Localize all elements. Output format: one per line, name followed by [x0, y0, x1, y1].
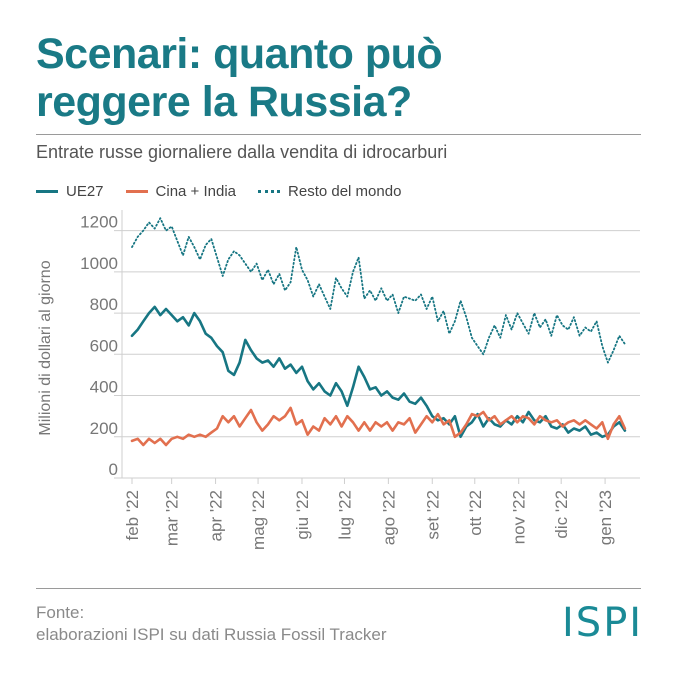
ispi-logo: ISPI	[562, 600, 644, 646]
x-tick-label: giu '22	[293, 490, 312, 540]
chart-legend: UE27 Cina + India Resto del mondo	[36, 180, 423, 202]
x-tick-label: nov '22	[510, 490, 529, 544]
x-tick-label: mar '22	[163, 490, 182, 546]
divider-bottom	[36, 588, 641, 589]
x-tick-label: ago '22	[379, 490, 398, 545]
y-tick-label: 400	[90, 378, 118, 397]
legend-item-ue27: UE27	[36, 183, 104, 200]
y-tick-label: 800	[90, 295, 118, 314]
legend-label-ue27: UE27	[66, 182, 104, 200]
source-text: elaborazioni ISPI su dati Russia Fossil …	[36, 625, 387, 644]
x-tick-label: apr '22	[207, 490, 226, 541]
legend-swatch-ue27	[36, 189, 58, 193]
legend-label-resto: Resto del mondo	[288, 182, 402, 200]
y-tick-label: 600	[90, 336, 118, 355]
x-tick-label: feb '22	[123, 490, 142, 541]
legend-item-cina-india: Cina + India	[125, 182, 237, 200]
x-tick-label: lug '22	[335, 490, 354, 540]
legend-label-cina-india: Cina + India	[155, 182, 237, 200]
title-line-2: reggere la Russia?	[36, 78, 412, 126]
y-tick-label: 200	[90, 419, 118, 438]
series-line-cina-india	[130, 406, 627, 447]
series-line-ue27	[130, 305, 627, 439]
x-tick-label: set '22	[423, 490, 442, 540]
source-note: Fonte: elaborazioni ISPI su dati Russia …	[36, 602, 387, 646]
x-tick-label: ott '22	[466, 490, 485, 536]
legend-swatch-resto	[258, 189, 281, 193]
chart-canvas: 0 200 400 600 800 1000 1200 Milioni di dollari …	[37, 210, 640, 550]
source-label: Fonte:	[36, 603, 85, 622]
page-title: Scenari: quanto può reggere la Russia?	[36, 30, 646, 126]
series-line-resto-del-mondo	[131, 217, 626, 364]
y-tick-label: 1000	[80, 254, 118, 273]
legend-item-resto: Resto del mondo	[258, 183, 401, 200]
chart-subtitle: Entrate russe giornaliere dalla vendita …	[36, 142, 448, 162]
y-tick-label: 1200	[80, 213, 118, 232]
x-tick-label: dic '22	[552, 490, 571, 539]
x-tick-label: gen '23	[596, 490, 615, 545]
y-tick-label: 0	[109, 460, 118, 479]
divider-top	[36, 134, 641, 135]
legend-swatch-cina-india	[125, 189, 148, 193]
x-tick-label: mag '22	[249, 490, 268, 550]
title-line-1: Scenari: quanto può	[36, 30, 443, 78]
y-axis-label: Milioni di dollari al giorno	[37, 260, 54, 435]
